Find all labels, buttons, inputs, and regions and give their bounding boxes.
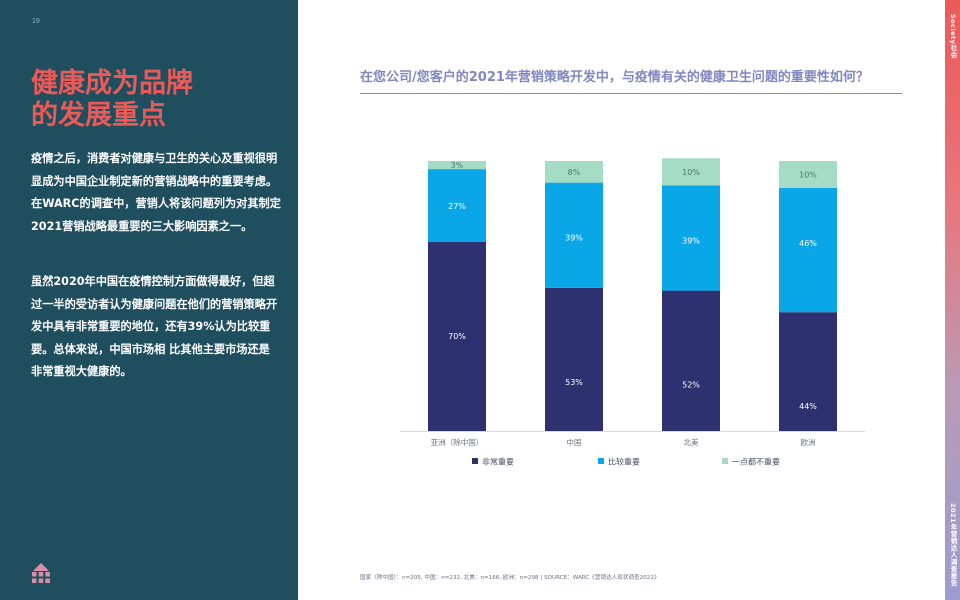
data-label: 44% (799, 402, 817, 411)
bar-segment (545, 287, 603, 431)
bar-segment (428, 161, 486, 170)
page-number: 19 (32, 18, 40, 25)
data-label: 39% (682, 236, 700, 245)
data-label: 8% (568, 168, 581, 177)
data-label: 3% (451, 161, 464, 170)
body-paragraph-1: 疫情之后，消费者对健康与卫生的关心及重视很明显成为中国企业制定新的营销战略中的重… (31, 152, 281, 233)
stacked-bar-chart: 70% 27% 3% 亚洲（除中国） 53% 39% 8% 中国 52% 39% 10% 北美 44% 4… (400, 158, 865, 467)
bar-segment (779, 161, 837, 188)
data-label: 10% (799, 171, 817, 180)
headline-line-1: 健康成为品牌 (31, 68, 193, 99)
report-label: 2021年营销达人调查报告 (949, 502, 957, 586)
legend-swatch (722, 458, 728, 464)
bar-segment (779, 312, 837, 431)
chart-title: 在您公司/您客户的2021年营销策略开发中，与疫情有关的健康卫生问题的重要性如何… (360, 70, 869, 85)
data-label: 27% (448, 202, 466, 211)
logo-icon (32, 563, 50, 583)
legend-swatch (472, 458, 478, 464)
legend-label: 比较重要 (608, 457, 640, 467)
headline: 健康成为品牌 的发展重点 (31, 68, 281, 132)
legend-label: 非常重要 (482, 457, 514, 467)
data-label: 10% (682, 168, 700, 177)
bar-segment (428, 242, 486, 431)
data-label: 52% (682, 381, 700, 390)
headline-line-2: 的发展重点 (31, 100, 166, 131)
bar-segment (662, 185, 720, 291)
category-label: 中国 (567, 437, 582, 447)
left-panel: 19 健康成为品牌 的发展重点 疫情之后，消费者对健康与卫生的关心及重视很明显成… (0, 0, 298, 600)
data-label: 70% (448, 332, 466, 341)
legend-swatch (598, 458, 604, 464)
category-label: 亚洲（除中国） (431, 437, 484, 447)
body-paragraph-2: 虽然2020年中国在疫情控制方面做得最好，但超过一半的受访者认为健康问题在他们的… (31, 275, 278, 379)
category-label: 北美 (684, 437, 699, 447)
bar-segment (662, 290, 720, 431)
category-label: 欧洲 (801, 437, 816, 447)
bar-segment (662, 158, 720, 186)
data-label: 39% (565, 234, 583, 243)
bar-segment (428, 169, 486, 242)
bar-segment (779, 188, 837, 313)
data-label: 46% (799, 239, 817, 248)
title-divider (360, 93, 902, 94)
legend-label: 一点都不重要 (732, 457, 780, 467)
section-label: Society社会 (949, 14, 957, 59)
source-note: 国家（除中国）：n=205, 中国：n=232, 北美：n=166, 欧洲：n=… (360, 575, 660, 581)
bar-segment (545, 182, 603, 288)
data-label: 53% (565, 378, 583, 387)
side-strip: Society社会 2021年营销达人调查报告 (945, 0, 960, 600)
bar-segment (545, 161, 603, 183)
